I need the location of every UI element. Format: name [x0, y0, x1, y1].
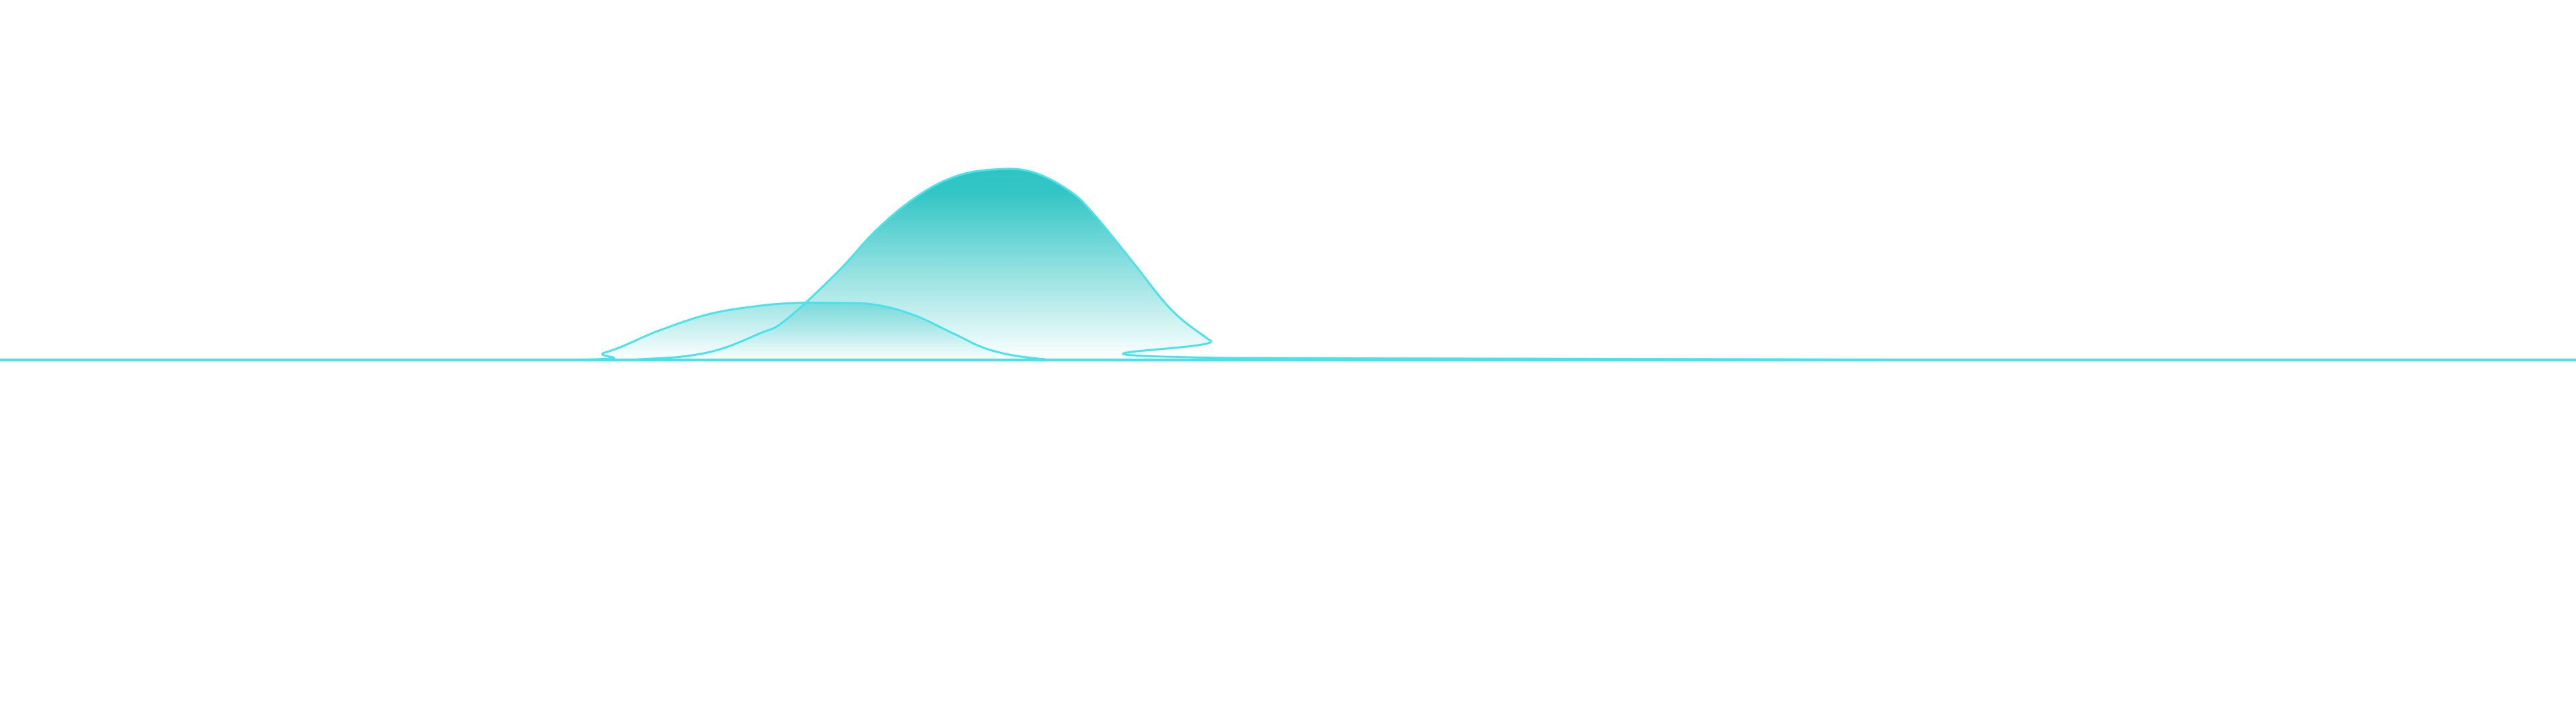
plot-area	[0, 168, 2576, 361]
series-1-area	[0, 168, 2576, 360]
series-2-line	[0, 301, 2576, 361]
series-1-line	[0, 168, 2576, 361]
series-2-area	[0, 302, 2576, 360]
